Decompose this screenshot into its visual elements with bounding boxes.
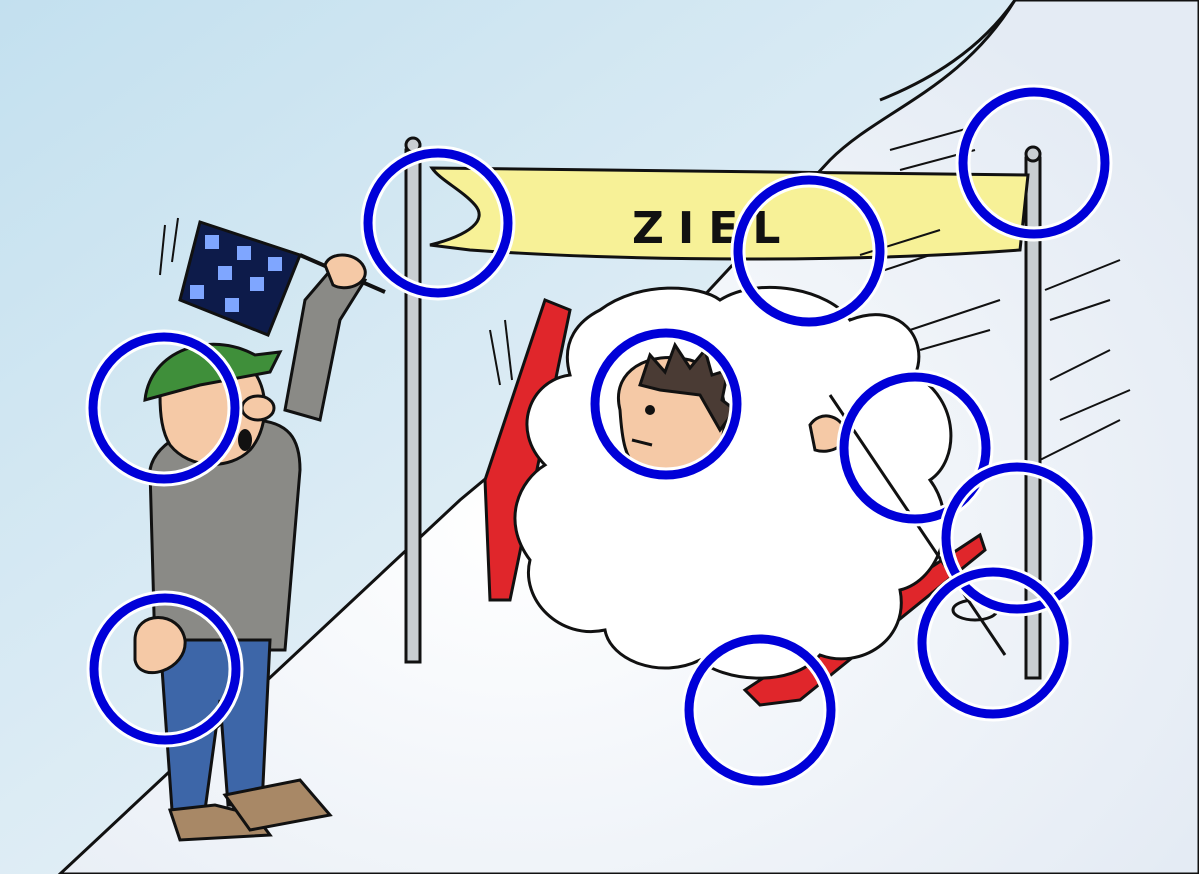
- marker-circle[interactable]: [85, 329, 243, 487]
- left-banner-pole: [404, 136, 422, 664]
- right-banner-pole: [1024, 145, 1042, 680]
- marker-circle[interactable]: [360, 145, 516, 301]
- slope-edge-line: [879, 0, 1017, 102]
- marker-circle[interactable]: [730, 172, 888, 330]
- left-ski: [483, 298, 572, 602]
- marker-circle[interactable]: [938, 459, 1096, 617]
- difference-markers: [85, 84, 1113, 789]
- finish-banner: ZIEL: [429, 166, 1030, 261]
- marker-circle[interactable]: [587, 325, 745, 483]
- marker-circle[interactable]: [955, 84, 1113, 242]
- snow-cloud: [513, 285, 953, 680]
- marker-circle[interactable]: [914, 564, 1072, 722]
- marker-circle[interactable]: [681, 631, 839, 789]
- flag-official: [133, 220, 386, 842]
- skier-head: [617, 341, 738, 480]
- marker-circle[interactable]: [836, 369, 994, 527]
- marker-circle[interactable]: [86, 590, 244, 748]
- banner-text: ZIEL: [632, 203, 794, 254]
